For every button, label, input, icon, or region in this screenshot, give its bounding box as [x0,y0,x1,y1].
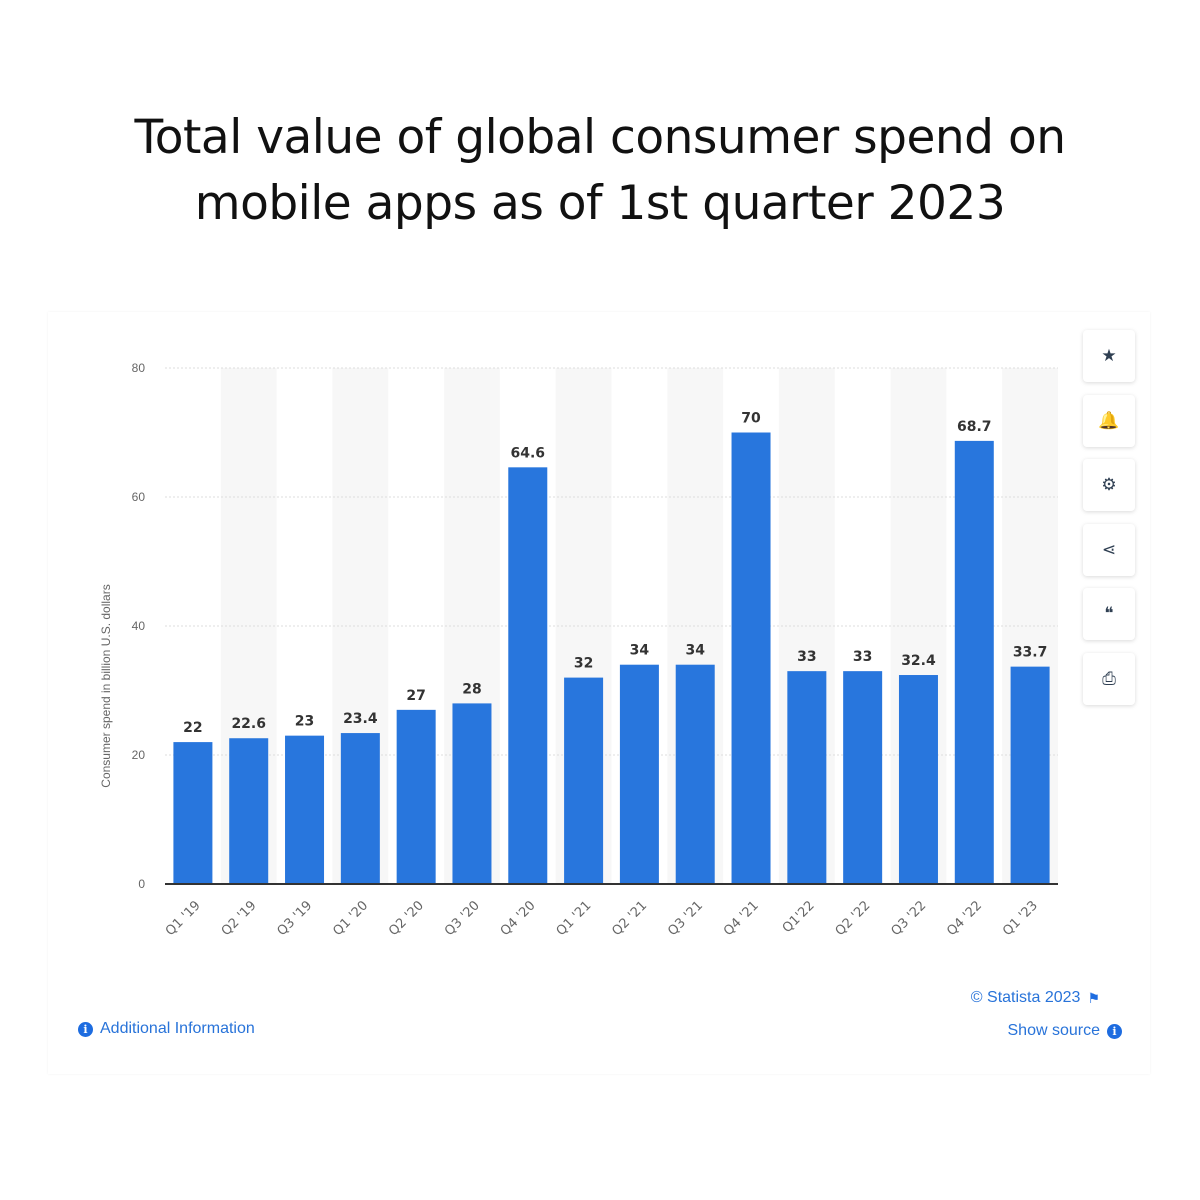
y-axis-label: Consumer spend in billion U.S. dollars [99,584,113,787]
data-label: 70 [741,411,761,427]
data-label: 32.4 [901,653,936,669]
x-tick-label: Q3 '21 [665,898,706,939]
x-tick-label: Q4 '20 [498,898,539,939]
x-tick-label: Q3 '19 [275,898,316,939]
y-tick-label: 60 [132,490,146,504]
data-label: 64.6 [511,445,546,461]
bar[interactable] [843,671,883,884]
x-tick-label: Q1 '20 [330,898,371,939]
share-icon: ⋖ [1101,539,1117,559]
data-label: 27 [406,688,425,704]
data-label: 33.7 [1013,645,1048,661]
statista-copyright-link[interactable]: © Statista 2023 ⚑ [971,989,1100,1007]
y-tick-label: 20 [132,748,146,762]
x-tick-label: Q4 '21 [721,898,762,939]
y-tick-label: 0 [138,877,145,891]
x-tick-label: Q1 '23 [1000,898,1041,939]
show-source-link[interactable]: Show source i [1007,1022,1122,1040]
bar[interactable] [731,432,771,885]
bar[interactable] [340,733,380,884]
data-label: 23 [295,714,314,730]
bar[interactable] [508,467,548,884]
quote-icon: ❝ [1104,604,1114,623]
bar[interactable] [173,742,213,884]
bar[interactable] [898,675,938,884]
bar[interactable] [1010,666,1050,884]
data-label: 34 [685,643,705,659]
x-tick-label: Q2 '21 [609,898,650,939]
y-tick-label: 80 [132,361,146,375]
bar[interactable] [285,735,325,884]
additional-information-link[interactable]: i Additional Information [78,1020,255,1038]
copyright-label: © Statista 2023 [970,989,1081,1006]
data-label: 22 [183,720,202,736]
bell-icon: 🔔 [1098,410,1120,430]
data-label: 32 [574,656,593,672]
print-icon: ⎙ [1102,668,1116,688]
x-tick-label: Q2 '19 [219,898,260,939]
bar-chart: 0 20 40 60 80 Consumer spend in billion U.S. … [99,361,1058,939]
x-tick-label: Q3 '20 [442,898,483,939]
x-tick-label: Q1'22 [780,898,818,936]
x-tick-label: Q4 '22 [944,898,985,939]
share-button[interactable]: ⋖ [1083,523,1135,576]
x-tick-label: Q2 '20 [386,898,427,939]
bar[interactable] [619,664,659,884]
info-icon: i [78,1021,93,1037]
y-tick-label: 40 [132,619,146,633]
data-label: 28 [462,681,481,697]
bar[interactable] [229,738,269,884]
gear-icon: ⚙ [1101,475,1117,494]
bar[interactable] [564,677,604,884]
bar[interactable] [396,709,436,884]
print-button[interactable]: ⎙ [1083,652,1135,705]
info-icon: i [1107,1023,1122,1039]
bell-button[interactable]: 🔔 [1083,394,1135,447]
bar[interactable] [675,664,715,884]
data-label: 34 [630,643,650,659]
data-label: 68.7 [957,419,992,435]
flag-icon: ⚑ [1087,989,1100,1006]
x-tick-label: Q1 '21 [554,898,595,939]
additional-information-label: Additional Information [100,1020,255,1037]
data-label: 33 [853,649,872,665]
star-button[interactable]: ★ [1083,330,1135,382]
bar[interactable] [954,440,994,884]
quote-button[interactable]: ❝ [1083,588,1135,640]
data-label: 23.4 [343,711,378,727]
data-label: 33 [797,649,816,665]
title-line-2: mobile apps as of 1st quarter 2023 [194,176,1006,231]
star-icon: ★ [1101,346,1117,365]
x-tick-label: Q1 '19 [163,898,204,939]
bar[interactable] [452,703,492,884]
data-label: 22.6 [231,716,266,732]
bar[interactable] [787,671,827,884]
page-title: Total value of global consumer spend on … [0,105,1200,237]
x-tick-label: Q3 '22 [888,898,929,939]
gear-button[interactable]: ⚙ [1083,459,1135,511]
title-line-1: Total value of global consumer spend on [134,110,1066,165]
x-tick-label: Q2 '22 [833,898,874,939]
chart-card: 0 20 40 60 80 Consumer spend in billion U.S. … [48,312,1150,1074]
show-source-label: Show source [1007,1022,1101,1039]
